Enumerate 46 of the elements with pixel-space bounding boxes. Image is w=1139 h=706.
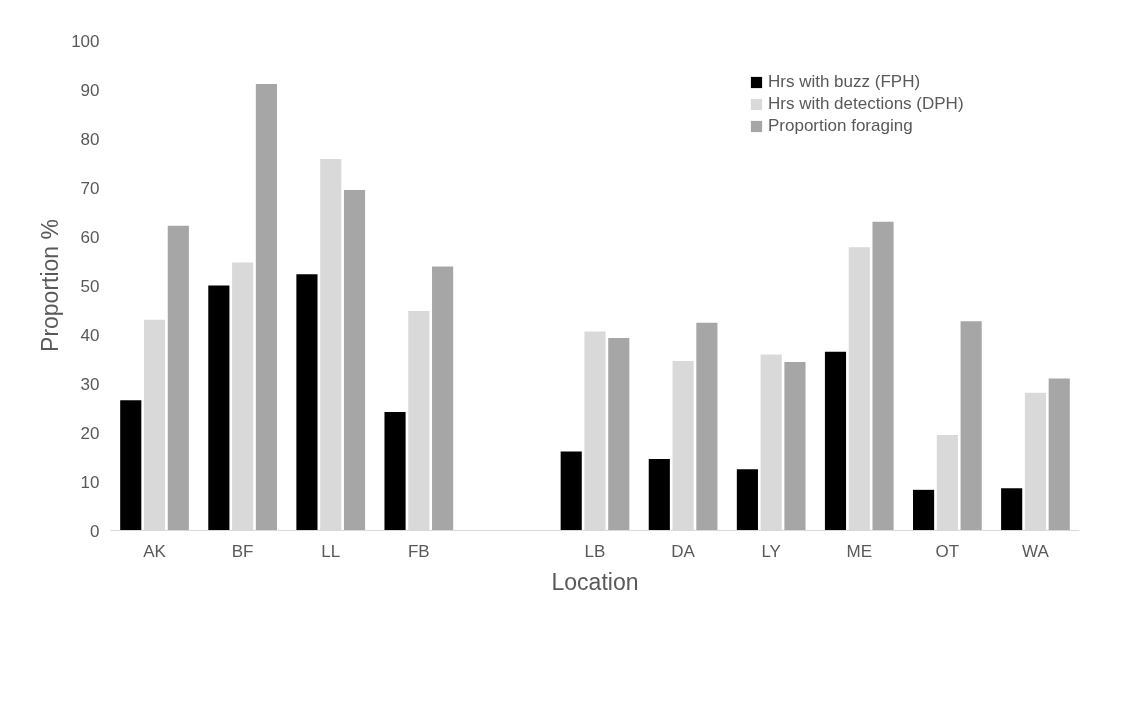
bar [432,266,454,531]
y-tick-label: 100 [71,31,100,51]
legend-label: Hrs with detections (DPH) [768,94,964,114]
y-tick-label: 40 [80,325,100,345]
x-tick-label: WA [1022,541,1050,561]
x-tick-label: LY [761,541,781,561]
bar [167,225,189,531]
bar [296,274,318,531]
bar [736,469,758,531]
x-tick-label: AK [143,541,167,561]
bar [872,221,894,531]
y-tick-label: 20 [80,423,100,443]
x-tick-label: DA [671,541,696,561]
y-tick-label: 60 [80,227,100,247]
x-tick-label: FB [407,541,430,561]
x-tick-label: LB [584,541,606,561]
bar [824,351,847,531]
bar [913,489,935,531]
y-axis-title: Proportion % [37,219,64,352]
bar [1048,378,1070,531]
bar [784,361,806,531]
bar [608,337,630,531]
bar [560,451,582,531]
bar [1001,488,1023,531]
y-tick-label: 10 [80,472,100,492]
x-tick-label: ME [846,541,873,561]
x-tick-label: LL [321,541,341,561]
legend-label: Hrs with buzz (FPH) [768,72,921,92]
legend-label: Proportion foraging [768,116,913,136]
y-tick-label: 50 [80,276,100,296]
x-tick-label: BF [231,541,254,561]
y-tick-label: 90 [80,80,100,100]
y-tick-label: 80 [80,129,100,149]
bar [648,458,670,531]
y-tick-label: 70 [80,178,100,198]
bar [208,285,230,531]
bar [384,411,406,531]
bar [255,84,277,531]
y-tick-label: 0 [90,521,100,541]
bar [120,400,142,531]
bar [343,189,366,531]
y-tick-label: 30 [80,374,100,394]
x-axis-title: Location [551,568,639,595]
x-tick-label: OT [935,541,960,561]
bar [696,322,718,531]
bar [960,321,982,531]
